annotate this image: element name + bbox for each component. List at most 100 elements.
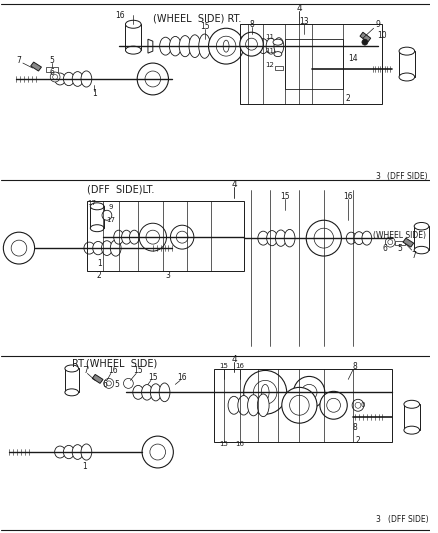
- Ellipse shape: [54, 73, 65, 85]
- Text: 16: 16: [343, 192, 352, 201]
- Ellipse shape: [63, 72, 74, 86]
- Circle shape: [170, 225, 194, 249]
- Bar: [274, 66, 282, 70]
- Ellipse shape: [65, 389, 78, 396]
- Ellipse shape: [198, 34, 210, 58]
- Text: 17: 17: [106, 217, 115, 223]
- Circle shape: [208, 28, 243, 64]
- Ellipse shape: [72, 445, 83, 459]
- Bar: [125, 25, 141, 50]
- Polygon shape: [92, 375, 103, 383]
- Circle shape: [351, 399, 363, 411]
- Circle shape: [361, 39, 367, 45]
- Ellipse shape: [84, 242, 95, 254]
- Ellipse shape: [398, 73, 414, 81]
- Text: 5: 5: [397, 244, 402, 253]
- Bar: [403, 404, 419, 430]
- Ellipse shape: [265, 38, 276, 54]
- Text: RT.(WHEEL  SIDE): RT.(WHEEL SIDE): [71, 359, 157, 368]
- Ellipse shape: [110, 240, 121, 256]
- Circle shape: [216, 36, 235, 56]
- Text: 3: 3: [374, 515, 379, 524]
- Ellipse shape: [129, 230, 139, 244]
- Text: 15: 15: [219, 364, 228, 369]
- Text: 7: 7: [83, 366, 88, 375]
- Ellipse shape: [228, 397, 239, 414]
- Ellipse shape: [361, 231, 371, 245]
- Text: 2: 2: [96, 271, 101, 280]
- Text: 16: 16: [177, 373, 187, 382]
- Ellipse shape: [413, 222, 428, 230]
- Text: (WHEEL SIDE): (WHEEL SIDE): [372, 231, 425, 240]
- Bar: [214, 369, 391, 442]
- Circle shape: [142, 436, 173, 468]
- Circle shape: [354, 402, 360, 408]
- Circle shape: [253, 381, 276, 404]
- Polygon shape: [148, 39, 152, 53]
- Ellipse shape: [223, 40, 229, 52]
- Ellipse shape: [272, 39, 282, 45]
- Ellipse shape: [159, 37, 171, 55]
- Ellipse shape: [413, 246, 428, 254]
- Ellipse shape: [398, 47, 414, 55]
- Ellipse shape: [403, 400, 419, 408]
- Circle shape: [176, 231, 187, 243]
- Ellipse shape: [141, 385, 152, 400]
- Bar: [398, 51, 414, 77]
- Circle shape: [319, 391, 346, 419]
- Ellipse shape: [101, 241, 112, 255]
- Text: 2: 2: [355, 435, 360, 445]
- Circle shape: [50, 72, 60, 82]
- Ellipse shape: [353, 232, 363, 245]
- Text: (DFF SIDE): (DFF SIDE): [388, 515, 428, 524]
- Text: 15: 15: [199, 22, 209, 31]
- Polygon shape: [31, 62, 41, 71]
- Ellipse shape: [113, 230, 123, 244]
- Text: (DFF  SIDE)LT.: (DFF SIDE)LT.: [87, 184, 154, 195]
- Circle shape: [4, 232, 35, 264]
- Circle shape: [11, 240, 27, 256]
- Text: 3: 3: [165, 271, 170, 280]
- Circle shape: [137, 63, 168, 95]
- Ellipse shape: [273, 52, 281, 56]
- Ellipse shape: [250, 39, 260, 53]
- Text: 1: 1: [82, 463, 87, 472]
- Ellipse shape: [237, 395, 249, 415]
- Ellipse shape: [150, 384, 161, 401]
- Text: 5: 5: [114, 380, 119, 389]
- Text: 6: 6: [382, 244, 387, 253]
- Ellipse shape: [273, 38, 283, 54]
- Ellipse shape: [90, 225, 104, 232]
- Ellipse shape: [346, 232, 355, 244]
- Text: 15: 15: [133, 366, 143, 375]
- Ellipse shape: [125, 20, 141, 28]
- Bar: [284, 39, 343, 89]
- Text: 4: 4: [230, 355, 236, 364]
- Text: 9: 9: [374, 20, 379, 29]
- Ellipse shape: [258, 39, 268, 54]
- Circle shape: [281, 387, 316, 423]
- Circle shape: [149, 444, 165, 460]
- Text: 4: 4: [230, 180, 236, 189]
- Text: 8: 8: [249, 20, 253, 29]
- Text: 8: 8: [352, 423, 357, 432]
- Text: 11: 11: [265, 34, 274, 40]
- Circle shape: [104, 378, 113, 389]
- Text: 17: 17: [87, 200, 95, 206]
- Text: 15: 15: [148, 373, 157, 382]
- Text: (DFF SIDE): (DFF SIDE): [386, 172, 427, 181]
- Ellipse shape: [403, 426, 419, 434]
- Circle shape: [123, 378, 133, 389]
- Circle shape: [239, 32, 263, 56]
- Circle shape: [139, 223, 166, 251]
- Circle shape: [146, 230, 159, 244]
- Text: 14: 14: [347, 54, 357, 62]
- Bar: [239, 25, 381, 104]
- Circle shape: [145, 71, 160, 87]
- Ellipse shape: [133, 385, 143, 399]
- Ellipse shape: [261, 384, 268, 400]
- Circle shape: [293, 376, 324, 408]
- Ellipse shape: [81, 71, 92, 87]
- Text: 0: 0: [360, 402, 364, 408]
- Bar: [65, 368, 78, 392]
